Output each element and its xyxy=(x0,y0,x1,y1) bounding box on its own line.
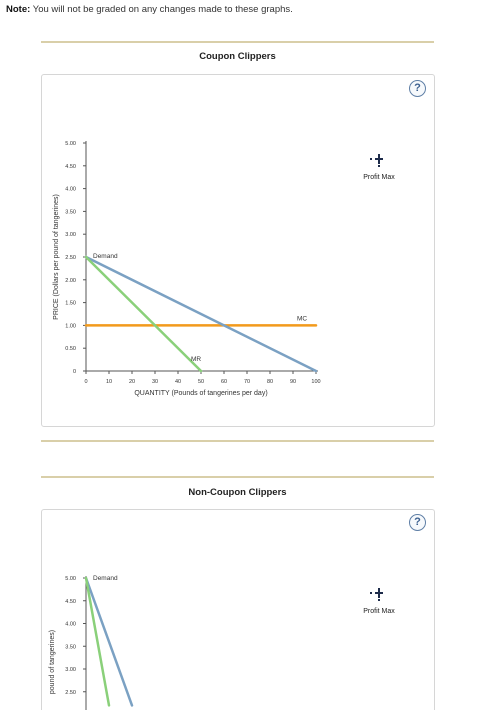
coupon-clippers-panel: ? 0 0.50 1.00 1.50 2.00 2.50 3.00 3.50 4.00 4.50 5… xyxy=(41,74,435,427)
y-axis-label: pound of tangerines) xyxy=(49,630,56,694)
section-divider-middle xyxy=(41,440,434,442)
non-coupon-clippers-chart[interactable]: 2.50 3.00 3.50 4.00 4.50 5.00 pound of tangeri… xyxy=(42,510,434,710)
x-tick-label: 40 xyxy=(175,379,181,385)
y-tick-label: 2.50 xyxy=(65,255,76,261)
demand-curve[interactable] xyxy=(84,576,134,707)
profit-max-label: Profit Max xyxy=(363,608,395,615)
coupon-clippers-title: Coupon Clippers xyxy=(199,51,276,62)
y-tick-label: 4.50 xyxy=(65,164,76,170)
x-tick-label: 10 xyxy=(106,379,112,385)
note-text: You will not be graded on any changes ma… xyxy=(32,4,293,15)
x-tick-label: 80 xyxy=(267,379,273,385)
y-tick-label: 5.00 xyxy=(65,141,76,147)
y-tick-label: 5.00 xyxy=(65,576,76,582)
demand-label: Demand xyxy=(93,253,118,260)
y-tick-label: 3.50 xyxy=(65,644,76,650)
x-tick-label: 100 xyxy=(311,379,320,385)
x-tick-label: 30 xyxy=(152,379,158,385)
demand-label: Demand xyxy=(93,575,118,582)
y-axis-label: PRICE (Dollars per pound of tangerines) xyxy=(53,194,60,320)
y-tick-label: 1.50 xyxy=(65,301,76,307)
y-tick-label: 0 xyxy=(73,369,76,375)
x-tick-label: 50 xyxy=(198,379,204,385)
x-tick-label: 60 xyxy=(221,379,227,385)
mc-label: MC xyxy=(297,315,307,322)
y-tick-label: 2.00 xyxy=(65,278,76,284)
mr-curve[interactable] xyxy=(84,255,203,373)
y-tick-label: 4.50 xyxy=(65,599,76,605)
y-tick-label: 4.00 xyxy=(65,187,76,193)
x-tick-label: 90 xyxy=(290,379,296,385)
x-tick-label: 20 xyxy=(129,379,135,385)
mr-curve[interactable] xyxy=(84,576,111,707)
mr-label: MR xyxy=(191,356,201,363)
y-tick-label: 0.50 xyxy=(65,346,76,352)
x-axis-label: QUANTITY (Pounds of tangerines per day) xyxy=(134,390,267,397)
help-icon-2[interactable]: ? xyxy=(409,514,426,531)
section-divider-top xyxy=(41,41,434,43)
help-icon[interactable]: ? xyxy=(409,80,426,97)
demand-curve[interactable] xyxy=(84,255,318,373)
note: Note: You will not be graded on any chan… xyxy=(6,4,293,15)
y-tick-label: 1.00 xyxy=(65,323,76,329)
x-tick-label: 0 xyxy=(84,379,87,385)
y-tick-label: 4.00 xyxy=(65,622,76,628)
coupon-clippers-chart[interactable]: 0 0.50 1.00 1.50 2.00 2.50 3.00 3.50 4.00 4.50 5.0… xyxy=(42,75,434,426)
section-divider-second xyxy=(41,476,434,478)
x-tick-label: 70 xyxy=(244,379,250,385)
y-tick-label: 2.50 xyxy=(65,690,76,696)
cross-marker-icon[interactable] xyxy=(370,154,383,167)
profit-max-label: Profit Max xyxy=(363,174,395,181)
y-tick-label: 3.00 xyxy=(65,232,76,238)
note-label: Note: xyxy=(6,4,31,15)
non-coupon-clippers-title: Non-Coupon Clippers xyxy=(188,487,287,498)
non-coupon-clippers-panel: ? 2.50 3.00 3.50 4.00 4.50 5.00 pound of tange… xyxy=(41,509,435,710)
y-tick-label: 3.50 xyxy=(65,209,76,215)
y-tick-label: 3.00 xyxy=(65,667,76,673)
cross-marker-icon[interactable] xyxy=(370,588,383,601)
